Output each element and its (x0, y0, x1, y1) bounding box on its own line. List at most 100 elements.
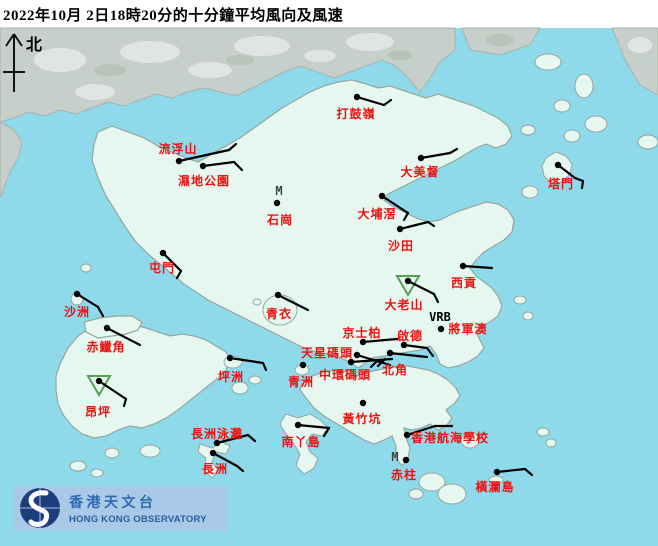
wind-barb-cheung-chau-beach (215, 433, 250, 445)
wind-barb-peng-chau (261, 361, 268, 372)
wind-barb-tuen-mun (175, 269, 183, 280)
wind-barb-sha-tin (426, 220, 436, 228)
station-dot-waglan-island[interactable] (493, 468, 501, 476)
station-dot-sea-school[interactable] (403, 431, 411, 439)
station-dots-layer (73, 93, 562, 476)
wind-barb-tap-mun (556, 163, 577, 180)
station-label-tsing-yi[interactable]: 青衣 (265, 307, 293, 321)
wind-barb-sha-chau (75, 292, 100, 309)
station-label-shek-kong[interactable]: 石崗 (266, 213, 294, 227)
station-label-ngong-ping[interactable]: 昂坪 (84, 405, 112, 419)
wind-barb-tap-mun (573, 176, 585, 183)
wind-barb-tates-cairn (432, 292, 440, 304)
wind-barb-wetland-park (232, 160, 244, 172)
station-dot-north-point[interactable] (386, 349, 394, 357)
station-label-tap-mun[interactable]: 塔門 (547, 177, 575, 191)
wind-barb-tuen-mun (161, 251, 183, 273)
station-label-tseung-kwan-o[interactable]: 將軍澳 (448, 322, 488, 336)
station-label-sha-chau[interactable]: 沙洲 (63, 305, 91, 319)
station-dot-kai-tak[interactable] (400, 341, 408, 349)
no-data-marker-shek-kong: M (275, 184, 283, 198)
station-dot-stanley[interactable] (402, 456, 410, 464)
wind-barb-sea-school (405, 424, 437, 437)
station-dot-star-ferry-pier[interactable] (353, 351, 361, 359)
station-dot-wong-chuk-hang[interactable] (359, 399, 367, 407)
station-dot-tai-po-kau[interactable] (378, 192, 386, 200)
station-dot-cheung-chau[interactable] (209, 449, 217, 457)
station-dot-central-pier[interactable] (347, 358, 355, 366)
station-dot-tuen-mun[interactable] (159, 249, 167, 257)
wind-barb-tai-po-kau (380, 194, 410, 215)
north-label: 北 (26, 37, 43, 54)
station-label-kai-tak[interactable]: 啟德 (396, 329, 424, 343)
variable-wind-marker-tseung-kwan-o: VRB (429, 310, 451, 324)
wind-barb-sha-chau (96, 305, 105, 318)
station-label-chek-lap-kok[interactable]: 赤鱲角 (86, 340, 126, 354)
wind-barb-tai-po-kau (402, 211, 410, 222)
station-label-tuen-mun[interactable]: 屯門 (148, 261, 176, 275)
station-dot-tap-mun[interactable] (554, 161, 562, 169)
station-dot-sha-tin[interactable] (396, 225, 404, 233)
wind-barb-sai-kung (461, 264, 494, 270)
station-label-sai-kung[interactable]: 西貢 (450, 276, 478, 290)
station-label-sha-tin[interactable]: 沙田 (387, 239, 415, 253)
station-dot-sha-chau[interactable] (73, 290, 81, 298)
hko-logo-icon (20, 488, 60, 528)
station-dot-shek-kong[interactable] (273, 199, 281, 207)
station-label-ta-kwu-ling[interactable]: 打鼓嶺 (336, 107, 376, 121)
wind-barb-cheung-chau (211, 451, 239, 468)
wind-barbs-layer (75, 95, 585, 477)
wind-barb-wetland-park (201, 160, 236, 168)
wind-barb-lau-fau-shan (177, 148, 231, 163)
land-airport-island (83, 315, 143, 339)
hko-logo-banner[interactable]: 香港天文台 HONG KONG OBSERVATORY (13, 486, 228, 531)
station-label-tates-cairn[interactable]: 大老山 (384, 298, 424, 312)
station-label-peng-chau[interactable]: 坪洲 (217, 370, 245, 384)
wind-barb-central-pier (369, 358, 380, 369)
station-label-waglan-island[interactable]: 橫瀾島 (475, 480, 515, 494)
station-dot-sai-kung[interactable] (459, 262, 467, 270)
north-arrow-icon (3, 33, 25, 92)
hko-name-english: HONG KONG OBSERVATORY (69, 514, 207, 525)
station-dot-tai-mei-tuk[interactable] (417, 154, 425, 162)
station-dot-lau-fau-shan[interactable] (175, 157, 183, 165)
station-dot-tsing-yi[interactable] (274, 291, 282, 299)
station-label-cheung-chau[interactable]: 長洲 (201, 462, 229, 476)
station-dot-kings-park[interactable] (359, 338, 367, 346)
station-label-tai-po-kau[interactable]: 大埔滘 (357, 207, 397, 221)
station-dot-peng-chau[interactable] (226, 354, 234, 362)
wind-barb-tsing-yi (276, 293, 310, 312)
wind-barb-ngong-ping (122, 397, 128, 408)
wind-barb-waglan-island (495, 467, 527, 474)
station-label-cheung-chau-beach[interactable]: 長洲泳灘 (190, 427, 244, 441)
station-label-star-ferry-pier[interactable]: 天星碼頭 (300, 346, 354, 360)
wind-barb-lamma-island (296, 423, 331, 430)
no-data-marker-stanley: M (391, 450, 399, 464)
station-label-north-point[interactable]: 北角 (381, 363, 409, 377)
station-dot-tseung-kwan-o[interactable] (437, 325, 445, 333)
station-label-wong-chuk-hang[interactable]: 黃竹坑 (342, 412, 382, 426)
station-dot-green-island[interactable] (299, 361, 307, 369)
station-label-kings-park[interactable]: 京士柏 (342, 326, 382, 340)
station-label-wetland-park[interactable]: 濕地公園 (177, 174, 231, 188)
wind-barb-lau-fau-shan (227, 142, 238, 152)
station-label-stanley[interactable]: 赤柱 (390, 468, 418, 482)
station-dot-ta-kwu-ling[interactable] (353, 93, 361, 101)
station-label-sea-school[interactable]: 香港航海學校 (410, 431, 490, 445)
wind-barb-tap-mun (580, 179, 585, 190)
station-label-lamma-island[interactable]: 南丫島 (281, 435, 321, 449)
station-dot-cheung-chau-beach[interactable] (213, 439, 221, 447)
station-label-lau-fau-shan[interactable]: 流浮山 (158, 142, 198, 156)
station-dot-chek-lap-kok[interactable] (103, 324, 111, 332)
wind-barb-kai-tak (402, 343, 429, 350)
station-label-tai-mei-tuk[interactable]: 大美督 (400, 165, 440, 179)
station-label-central-pier[interactable]: 中環碼頭 (318, 368, 372, 382)
wind-barb-sha-tin (398, 220, 430, 231)
station-label-green-island[interactable]: 青洲 (287, 375, 315, 389)
station-dot-wetland-park[interactable] (199, 162, 207, 170)
wind-barb-waglan-island (523, 467, 534, 477)
station-dot-tates-cairn[interactable] (404, 277, 412, 285)
station-dot-ngong-ping[interactable] (95, 377, 103, 385)
station-dot-lamma-island[interactable] (294, 421, 302, 429)
